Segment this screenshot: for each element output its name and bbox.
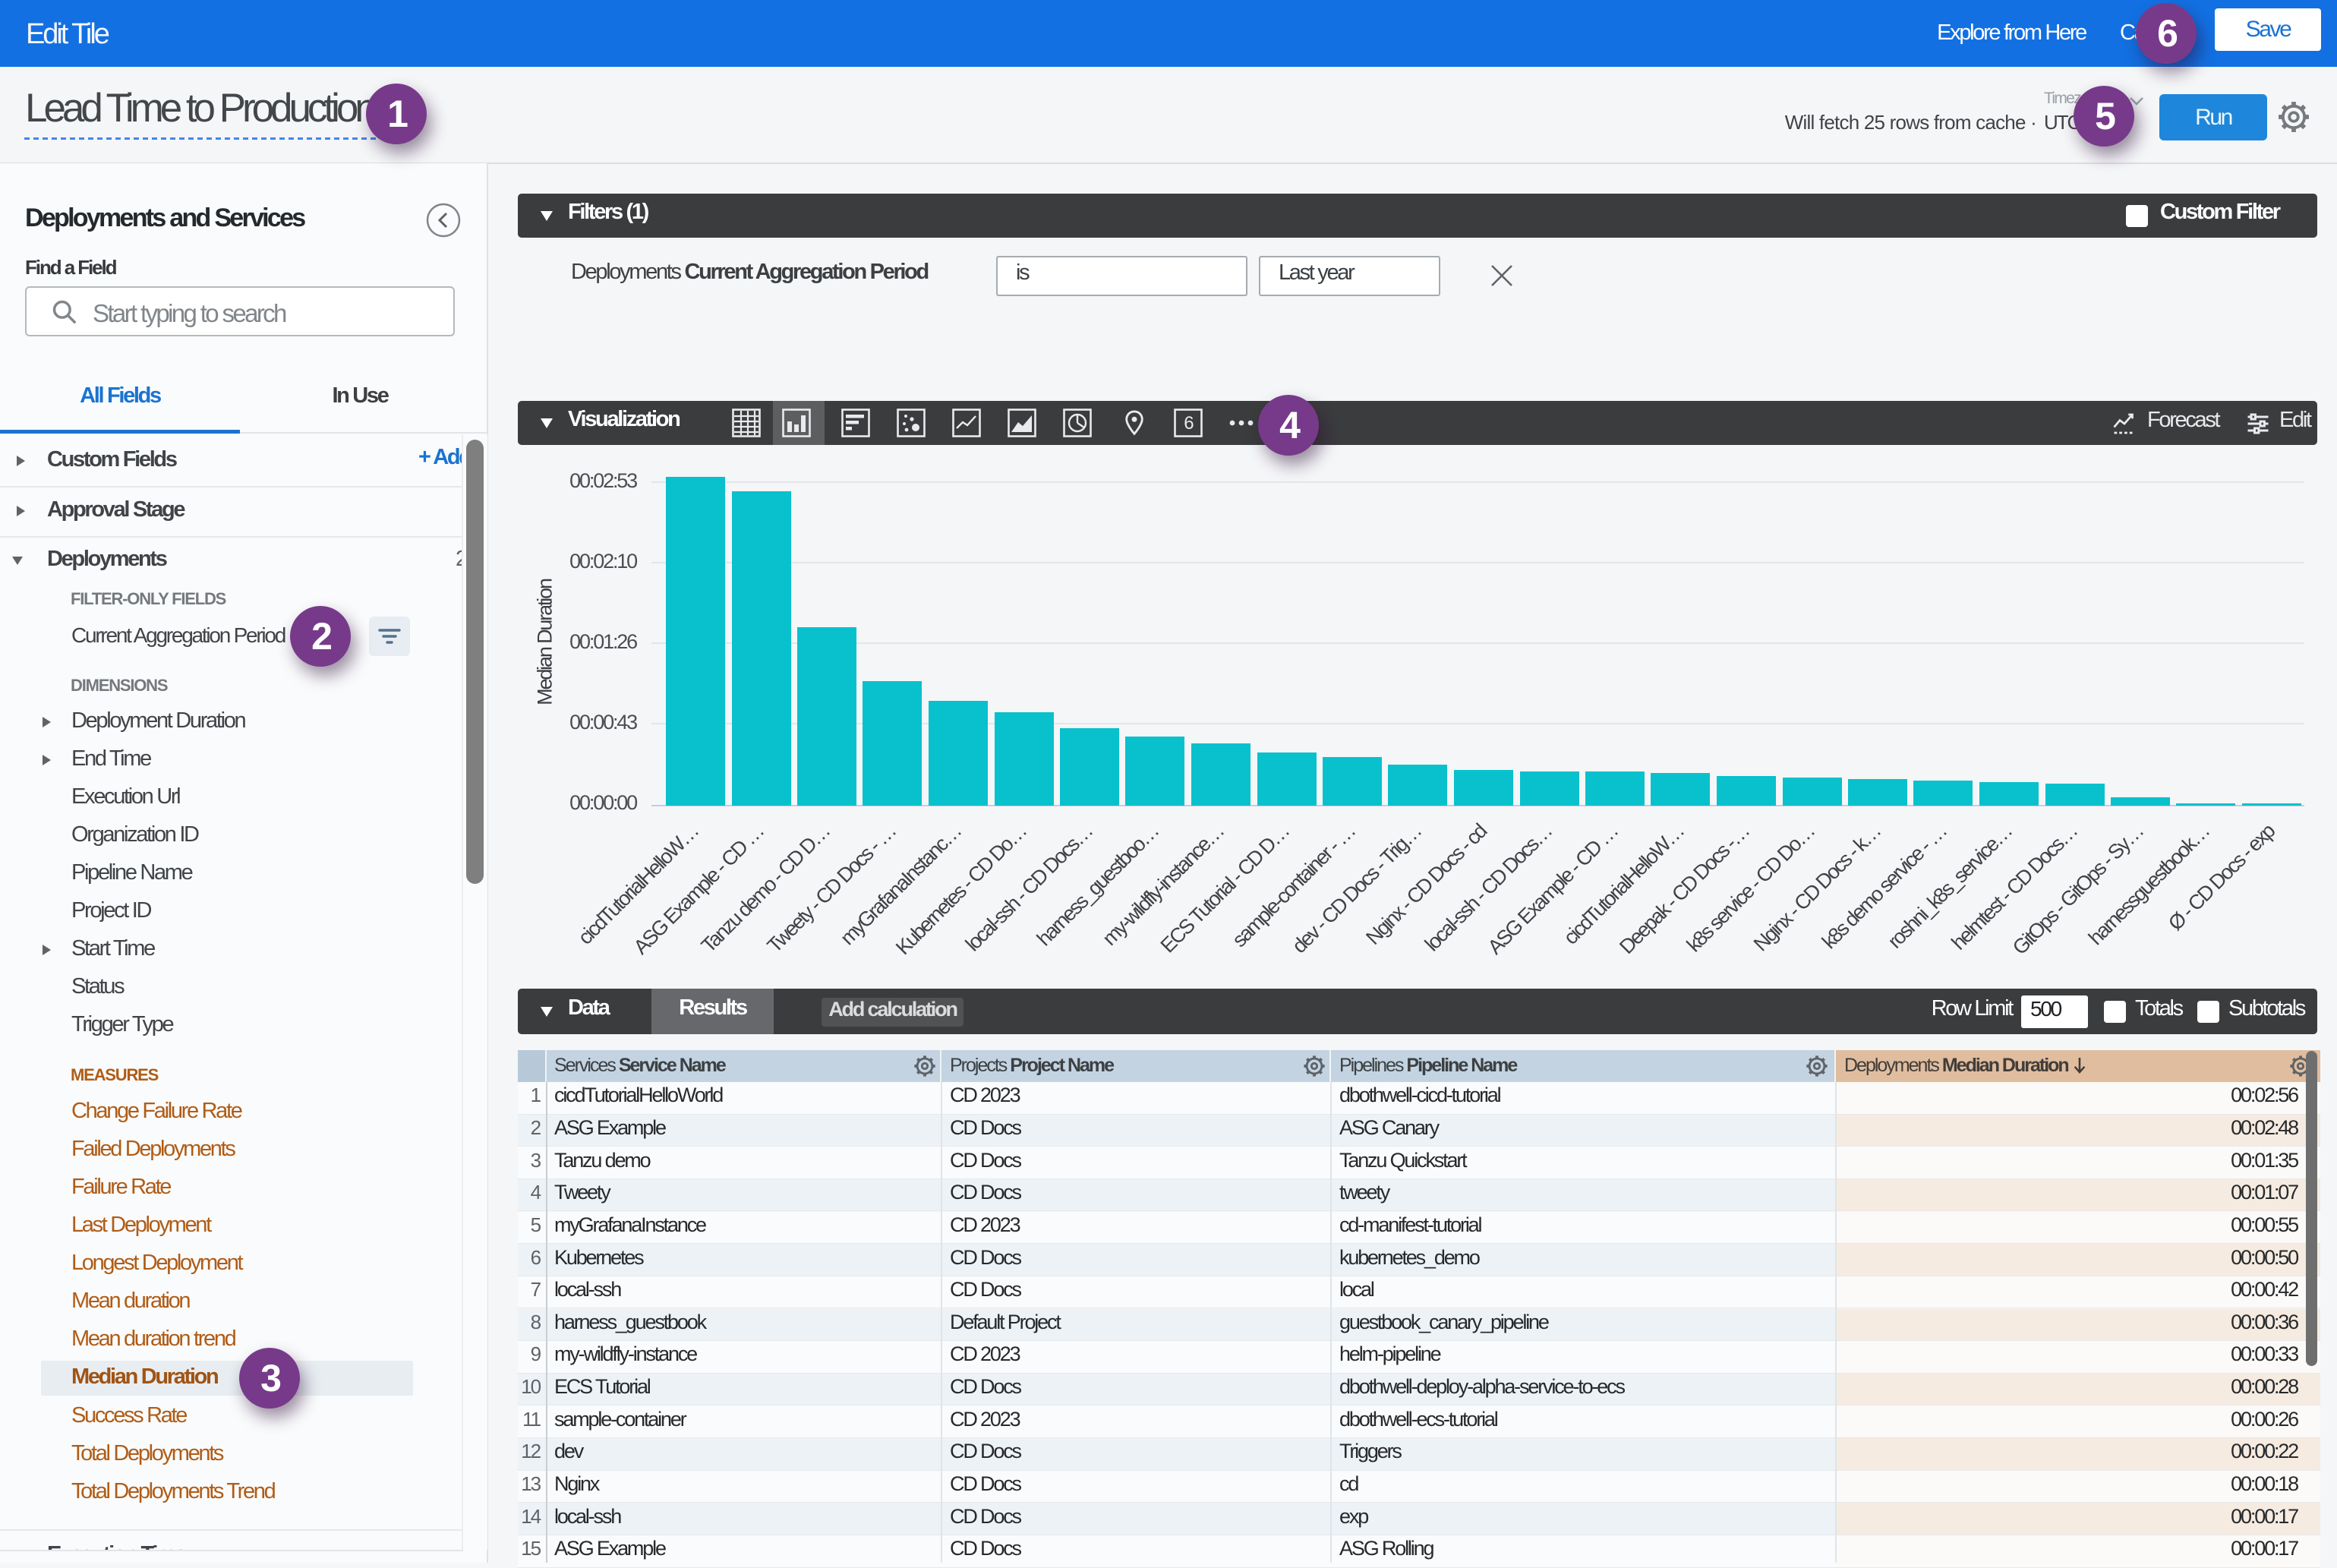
svg-text:6: 6 <box>1184 413 1194 434</box>
